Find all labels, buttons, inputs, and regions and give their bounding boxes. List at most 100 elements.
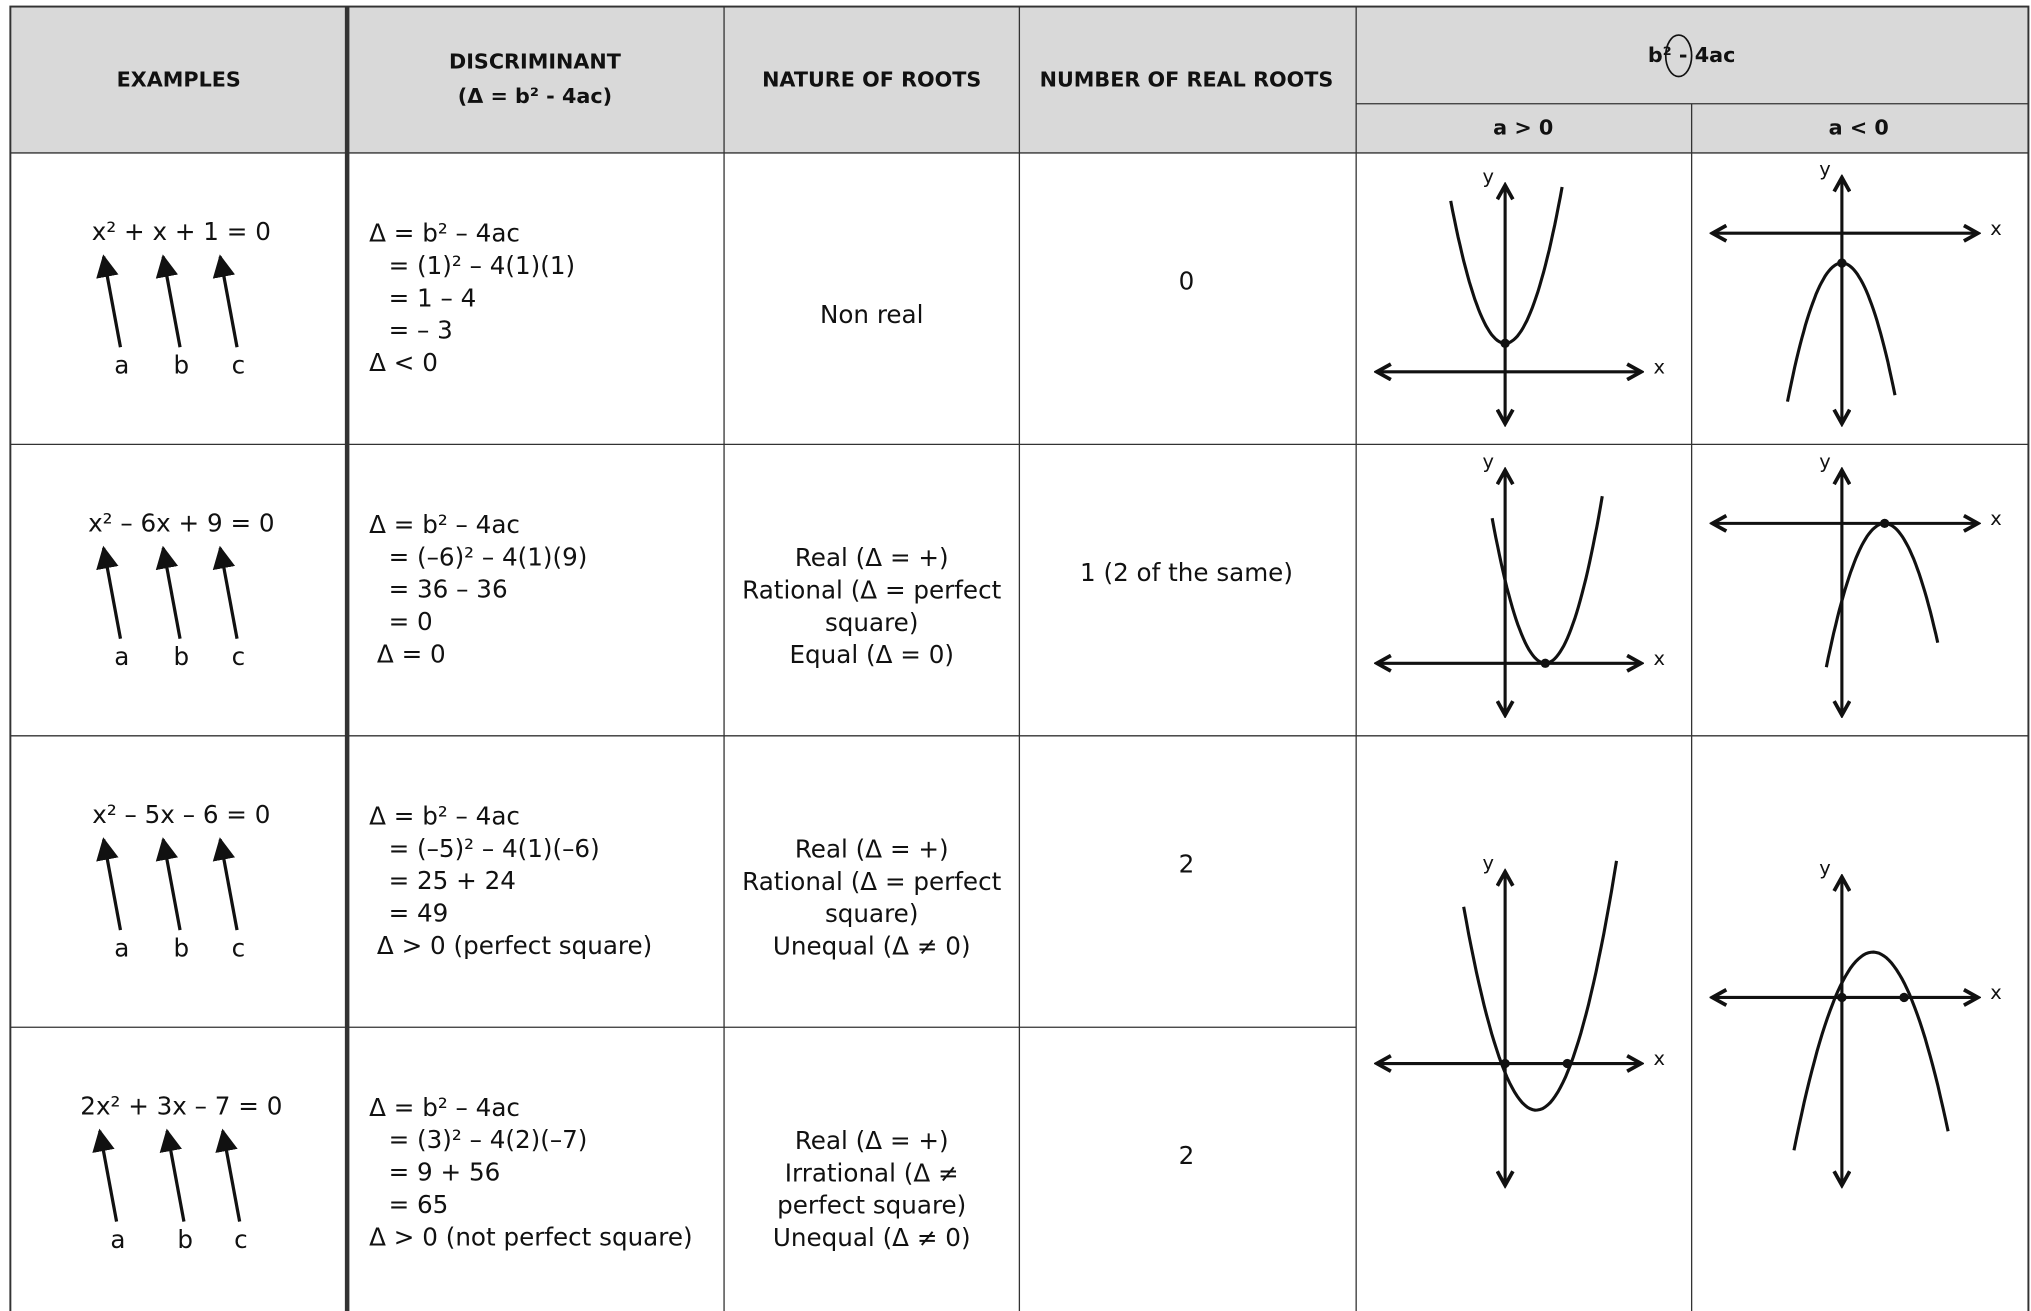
coefficient-label: a: [114, 934, 129, 963]
parabola: [1462, 860, 1619, 1112]
header-nature: NATURE OF ROOTS: [762, 67, 981, 91]
coefficient-arrow: [155, 545, 182, 639]
x-axis-label: x: [1654, 355, 1666, 378]
header-negative-a: a < 0: [1829, 115, 1889, 139]
equation: x² – 5x – 6 = 0: [92, 800, 270, 829]
coefficient-label: c: [232, 642, 246, 671]
coefficient-label: c: [232, 351, 246, 380]
nature-line: Unequal (Δ ≠ 0): [773, 1223, 971, 1252]
header-graph: b² - 4ac: [1648, 43, 1736, 67]
work-line: Δ = b² – 4ac: [369, 219, 520, 248]
real-roots: 0: [1179, 266, 1195, 295]
y-axis-label: y: [1819, 450, 1831, 473]
header-discriminant-formula: (Δ = b² - 4ac): [458, 84, 612, 108]
coefficient-label: b: [174, 934, 190, 963]
key-point: [1837, 992, 1847, 1003]
coefficient-arrow: [155, 254, 182, 348]
equation: x² + x + 1 = 0: [92, 217, 271, 246]
parabola: [1792, 950, 1950, 1151]
coefficient-label: a: [114, 351, 129, 380]
work-line: = 36 – 36: [389, 575, 508, 604]
work-line: Δ < 0: [369, 348, 438, 377]
coefficient-arrow: [212, 254, 239, 348]
y-axis-label: y: [1819, 157, 1831, 180]
header-positive-a: a > 0: [1493, 115, 1553, 139]
key-point: [1562, 1058, 1572, 1069]
y-axis-label: y: [1819, 857, 1831, 880]
real-roots: 1 (2 of the same): [1080, 558, 1293, 587]
x-axis-label: x: [1990, 217, 2002, 240]
work-line: = (–5)² – 4(1)(–6): [389, 834, 600, 863]
work-line: = 65: [389, 1190, 449, 1219]
work-line: Δ = 0: [377, 640, 446, 669]
coefficient-arrow: [155, 837, 182, 931]
work-line: Δ = b² – 4ac: [369, 1093, 520, 1122]
nature-line: Rational (Δ = perfect: [742, 867, 1001, 896]
nature-line: Real (Δ = +): [795, 1126, 949, 1155]
coefficient-label: b: [174, 642, 190, 671]
y-axis-label: y: [1483, 165, 1495, 188]
coefficient-arrow: [92, 1128, 119, 1222]
coefficient-label: c: [234, 1225, 248, 1254]
parabola-graph: yx: [1377, 450, 1665, 715]
work-line: Δ > 0 (not perfect square): [369, 1222, 692, 1251]
coefficient-label: b: [174, 351, 190, 380]
circle-highlight: [1664, 34, 1693, 78]
header-graph-part: a: [1709, 43, 1723, 67]
work-line: = (–6)² – 4(1)(9): [389, 542, 588, 571]
work-line: Δ = b² – 4ac: [369, 801, 520, 830]
real-roots: 2: [1179, 849, 1195, 878]
nature-line: Real (Δ = +): [795, 834, 949, 863]
work-line: = (1)² – 4(1)(1): [389, 251, 575, 280]
work-line: Δ = b² – 4ac: [369, 510, 520, 539]
coefficient-label: a: [110, 1225, 125, 1254]
work-line: = 0: [389, 607, 433, 636]
work-line: = 9 + 56: [389, 1158, 501, 1187]
coefficient-label: c: [232, 934, 246, 963]
coefficient-arrow: [96, 837, 123, 931]
key-point: [1899, 992, 1909, 1003]
key-point: [1540, 658, 1550, 668]
work-line: = 25 + 24: [389, 866, 516, 895]
header-count: NUMBER OF REAL ROOTS: [1040, 67, 1334, 91]
header-graph-part: b² - 4: [1648, 43, 1709, 67]
parabola-graph: yx: [1377, 165, 1665, 424]
y-axis-label: y: [1483, 450, 1495, 473]
key-point: [1500, 338, 1510, 349]
equation: 2x² + 3x – 7 = 0: [80, 1092, 282, 1121]
nature-line: square): [825, 899, 918, 928]
real-roots: 2: [1179, 1141, 1195, 1170]
work-line: = 1 – 4: [389, 283, 477, 312]
nature-line: square): [825, 608, 918, 637]
header-examples: EXAMPLES: [117, 67, 241, 91]
nature-line: Rational (Δ = perfect: [742, 575, 1001, 604]
nature-line: perfect square): [777, 1191, 966, 1220]
parabola-graph: yx: [1712, 450, 2002, 715]
header-discriminant: DISCRIMINANT: [449, 49, 622, 73]
coefficient-arrow: [96, 545, 123, 639]
parabola-graph: yx: [1712, 157, 2002, 423]
equation: x² – 6x + 9 = 0: [88, 509, 274, 538]
work-line: Δ > 0 (perfect square): [377, 931, 652, 960]
work-line: = (3)² – 4(2)(–7): [389, 1125, 588, 1154]
coefficient-label: a: [114, 642, 129, 671]
x-axis-label: x: [1654, 647, 1666, 670]
work-line: = – 3: [389, 316, 453, 345]
key-point: [1879, 518, 1890, 529]
header-graph-part: c: [1723, 43, 1735, 67]
x-axis-label: x: [1990, 981, 2002, 1004]
nature-line: Equal (Δ = 0): [789, 640, 953, 669]
coefficient-arrow: [215, 1128, 242, 1222]
coefficient-arrow: [159, 1128, 186, 1222]
coefficient-label: b: [177, 1225, 193, 1254]
work-line: = 49: [389, 899, 449, 928]
coefficient-arrow: [96, 254, 123, 348]
x-axis-label: x: [1990, 507, 2002, 530]
nature-line: Non real: [820, 300, 924, 329]
x-axis-label: x: [1654, 1047, 1666, 1070]
parabola-graph: yx: [1712, 857, 2002, 1186]
coefficient-arrow: [212, 545, 239, 639]
nature-line: Unequal (Δ ≠ 0): [773, 932, 971, 961]
